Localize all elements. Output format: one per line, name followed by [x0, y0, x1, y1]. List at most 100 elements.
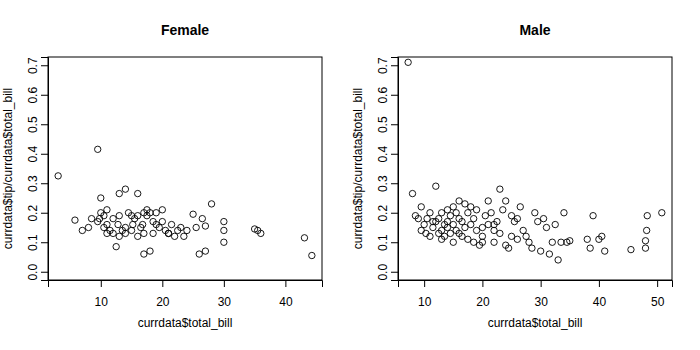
point [468, 204, 474, 210]
point [444, 224, 450, 230]
point [128, 227, 134, 233]
point [104, 207, 110, 213]
point [181, 233, 187, 239]
panel: 102030400.00.10.20.30.40.50.60.7Femalecu… [1, 22, 323, 330]
point [113, 243, 119, 249]
point [520, 227, 526, 233]
title: Male [519, 22, 550, 38]
x-axis-line [49, 281, 323, 288]
y-tick-mark [391, 154, 398, 155]
point [444, 207, 450, 213]
point [190, 211, 196, 217]
y-tick: 0.3 [26, 175, 48, 192]
point [456, 215, 462, 221]
point [555, 257, 561, 263]
y-tick-mark [41, 242, 48, 243]
point [473, 207, 479, 213]
point [116, 212, 122, 218]
point [427, 233, 433, 239]
point [642, 238, 648, 244]
point [153, 210, 159, 216]
y-axis-line [41, 58, 49, 281]
point [168, 221, 174, 227]
y-tick: 0.4 [376, 146, 398, 163]
title: Female [161, 22, 209, 38]
x-axis: 1020304050 [399, 280, 673, 309]
x-axis-title: currdata$total_bill [488, 316, 583, 330]
point [96, 215, 102, 221]
point [165, 230, 171, 236]
x-tick-label: 20 [156, 295, 170, 309]
point [456, 198, 462, 204]
x-tick-label: 30 [218, 295, 232, 309]
point [427, 210, 433, 216]
point [543, 224, 549, 230]
point [110, 215, 116, 221]
y-tick-mark [391, 65, 398, 66]
x-tick: 10 [418, 280, 432, 309]
point [659, 210, 665, 216]
point [485, 198, 491, 204]
point [141, 230, 147, 236]
y-tick: 0.5 [376, 116, 398, 133]
y-tick-mark [391, 213, 398, 214]
point [221, 218, 227, 224]
point [178, 224, 184, 230]
point [491, 239, 497, 245]
point [628, 246, 634, 252]
x-tick-mark [657, 280, 658, 287]
point [491, 221, 497, 227]
point [95, 146, 101, 152]
point [72, 217, 78, 223]
y-tick-mark [41, 154, 48, 155]
x-axis-title: currdata$total_bill [138, 316, 233, 330]
y-tick-mark [391, 124, 398, 125]
point [202, 248, 208, 254]
y-tick-mark [41, 213, 48, 214]
y-axis: 0.00.10.20.30.40.50.60.7 [26, 57, 49, 280]
point [159, 207, 165, 213]
point [479, 233, 485, 239]
x-tick-label: 40 [593, 295, 607, 309]
point [450, 221, 456, 227]
x-tick-mark [482, 280, 483, 287]
point [584, 236, 590, 242]
point [450, 204, 456, 210]
point [488, 210, 494, 216]
point [130, 221, 136, 227]
point [602, 248, 608, 254]
point [79, 227, 85, 233]
y-tick-label: 0.0 [376, 264, 390, 281]
point [309, 252, 315, 258]
point [479, 239, 485, 245]
points [405, 59, 665, 263]
x-tick-label: 20 [476, 295, 490, 309]
point [462, 224, 468, 230]
point [159, 218, 165, 224]
point [122, 186, 128, 192]
x-tick-mark [224, 280, 225, 287]
point [430, 218, 436, 224]
point [418, 227, 424, 233]
point [193, 224, 199, 230]
y-axis-title: currdata$tip/currdata$total_bill [351, 88, 365, 249]
point [110, 230, 116, 236]
y-tick-label: 0.3 [376, 175, 390, 192]
point [433, 183, 439, 189]
point [465, 210, 471, 216]
point [202, 223, 208, 229]
y-tick-label: 0.7 [376, 57, 390, 74]
point [540, 215, 546, 221]
y-tick-mark [41, 124, 48, 125]
point [208, 201, 214, 207]
point [567, 238, 573, 244]
point [98, 195, 104, 201]
point [221, 227, 227, 233]
x-axis-line [399, 281, 673, 288]
point [587, 245, 593, 251]
x-tick-mark [599, 280, 600, 287]
point [514, 236, 520, 242]
y-tick-mark [391, 272, 398, 273]
y-axis-title: currdata$tip/currdata$total_bill [1, 88, 15, 249]
figure: 10 20 30 40 0.00.10.20.30.40.50.60.7 Female cu… [0, 0, 700, 350]
